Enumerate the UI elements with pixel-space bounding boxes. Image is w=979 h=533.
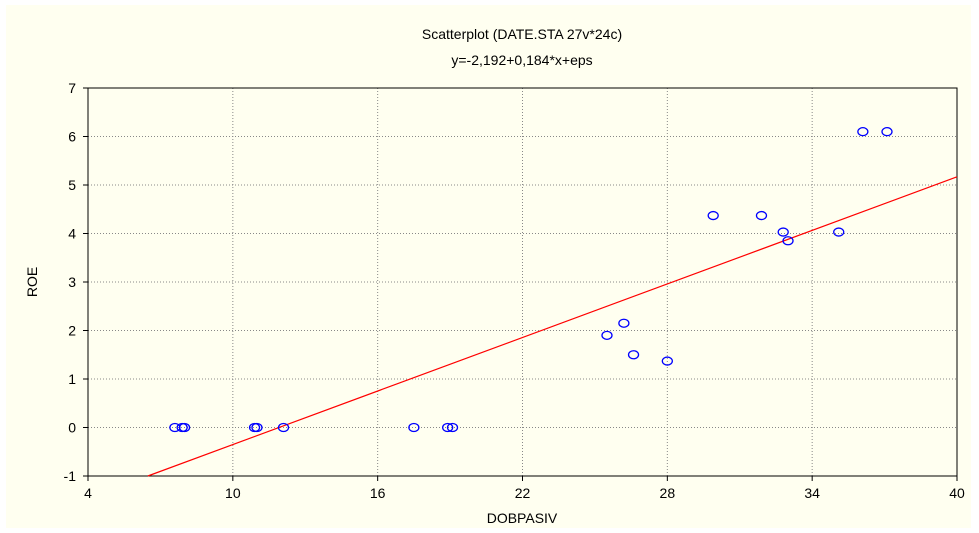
y-tick-label: 3 xyxy=(68,274,76,290)
x-axis-label: DOBPASIV xyxy=(487,510,558,526)
data-point xyxy=(408,422,420,433)
y-tick-label: 6 xyxy=(68,129,76,145)
y-axis-ticks: -1 0 1 2 3 4 5 6 7 xyxy=(64,80,88,484)
data-point xyxy=(627,350,640,360)
y-axis-label: ROE xyxy=(24,267,40,297)
chart-title: Scatterplot (DATE.STA 27v*24c) xyxy=(422,26,622,42)
y-tick-label: -1 xyxy=(64,468,77,484)
data-point xyxy=(707,210,719,221)
y-tick-label: 2 xyxy=(68,323,76,339)
chart-subtitle: y=-2,192+0,184*x+eps xyxy=(451,52,592,68)
data-point xyxy=(857,126,869,137)
data-point xyxy=(881,126,893,137)
data-point xyxy=(661,356,673,366)
regression-line-group xyxy=(147,176,958,477)
y-tick-label: 4 xyxy=(68,226,76,242)
data-point xyxy=(777,227,789,237)
chart-background xyxy=(6,5,971,528)
data-point xyxy=(601,330,613,341)
y-tick-label: 7 xyxy=(68,80,76,96)
x-tick-label: 10 xyxy=(225,485,241,501)
x-axis-ticks: 4 10 16 22 28 34 40 xyxy=(84,476,965,501)
data-point xyxy=(277,422,290,433)
x-tick-label: 34 xyxy=(804,485,820,501)
y-tick-label: 0 xyxy=(68,420,76,436)
data-points xyxy=(169,126,893,433)
x-tick-label: 40 xyxy=(949,485,965,501)
data-point xyxy=(251,422,263,433)
data-point xyxy=(446,422,459,433)
data-point xyxy=(755,210,768,221)
x-tick-label: 28 xyxy=(660,485,676,501)
x-tick-label: 22 xyxy=(515,485,531,501)
regression-line xyxy=(147,176,958,477)
y-tick-label: 5 xyxy=(68,177,76,193)
x-tick-label: 4 xyxy=(84,485,92,501)
grid-lines xyxy=(88,88,957,476)
y-tick-label: 1 xyxy=(68,371,76,387)
data-point xyxy=(833,227,845,237)
data-point xyxy=(248,422,261,433)
data-point xyxy=(618,318,630,328)
data-point xyxy=(178,422,191,433)
data-point xyxy=(442,422,454,433)
data-point xyxy=(782,236,794,246)
x-tick-label: 16 xyxy=(370,485,386,501)
